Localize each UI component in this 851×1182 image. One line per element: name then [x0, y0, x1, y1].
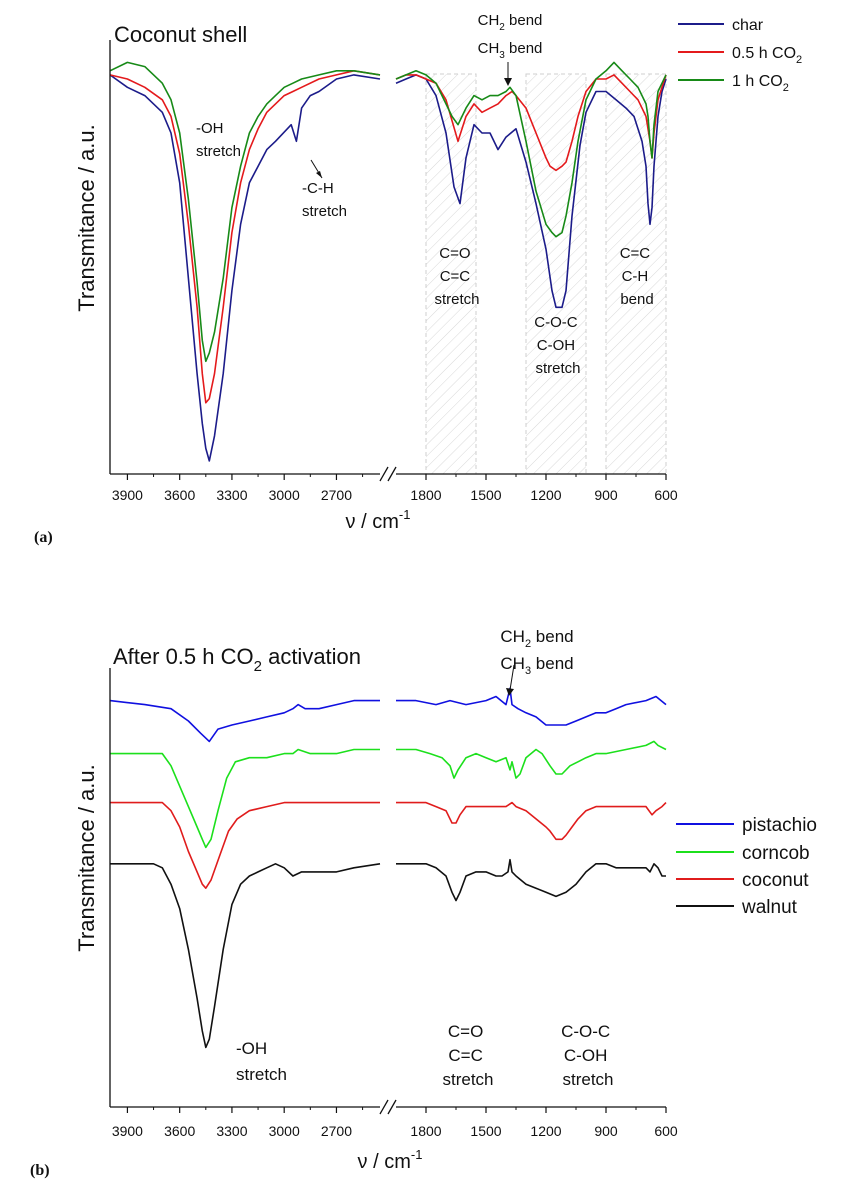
x-tick-label-900: 900 — [594, 487, 618, 503]
panel-b-legend: pistachio corncob coconut walnut — [676, 815, 817, 918]
panel-b-axis-break-1 — [379, 1099, 389, 1115]
series-line-pistachio-right — [396, 687, 667, 726]
annot-a-cc: C=C C-H bend — [620, 245, 655, 308]
annot-a-coc: C-O-C C-OH stretch — [534, 314, 582, 377]
panel-a-y-label: Transmitance / a.u. — [74, 124, 99, 311]
series-line-char-right — [395, 74, 667, 309]
panel-b-axes — [109, 668, 666, 1115]
panel-b-series — [109, 687, 667, 1049]
annot-a-oh: -OH stretch — [196, 120, 241, 160]
panel-a-x-label: ν / cm-1 — [346, 507, 411, 533]
legend-item-walnut: walnut — [676, 897, 798, 918]
annot-b-coc: C-O-C C-OH stretch — [561, 1022, 615, 1089]
annot-b-bend-arrow — [509, 664, 515, 691]
legend-item-pistachio: pistachio — [676, 815, 817, 836]
panel-a-annotations: -OH stretch -C-H stretch C=O C=C stretch… — [196, 12, 654, 377]
series-line-char-left — [109, 74, 381, 462]
annot-a-co: C=O C=C stretch — [434, 245, 479, 308]
panel-b: 3900 3600 3300 3000 2700 1800 1500 1200 900 600 A… — [30, 627, 817, 1179]
x-tick-label-3000: 3000 — [269, 487, 300, 503]
legend-label-1h: 1 h CO2 — [732, 73, 789, 94]
annot-a-ch: -C-H stretch — [302, 180, 347, 220]
series-line-0-5-h-co-left — [109, 70, 381, 404]
annot-b-oh: -OH stretch — [236, 1039, 287, 1084]
panel-a-series — [109, 61, 667, 462]
series-line-coconut-right — [396, 801, 667, 841]
panel-b-axis-break-2 — [387, 1099, 397, 1115]
x-tick-label-3300: 3300 — [216, 1123, 247, 1139]
x-tick-label-3900: 3900 — [112, 1123, 143, 1139]
annot-a-ch3-bend: CH3 bend — [478, 40, 543, 61]
legend-item-char: char — [678, 17, 764, 34]
annot-a-ch2-bend: CH2 bend — [478, 12, 543, 33]
x-tick-label-1500: 1500 — [470, 1123, 501, 1139]
legend-label-pistachio: pistachio — [742, 815, 817, 836]
x-tick-label-1500: 1500 — [470, 487, 501, 503]
legend-item-0-5h: 0.5 h CO2 — [678, 45, 802, 66]
legend-label-0-5h: 0.5 h CO2 — [732, 45, 802, 66]
panel-a: 3900 3600 3300 3000 2700 1800 1500 1200 900 600 C… — [34, 12, 802, 546]
annot-b-ch2-bend: CH2 bend — [500, 627, 573, 650]
series-line-1-h-co-left — [109, 61, 381, 363]
panel-a-legend: char 0.5 h CO2 1 h CO2 — [678, 17, 802, 94]
panel-a-axis-break-1 — [379, 466, 389, 482]
annot-b-ch3-bend: CH3 bend — [500, 654, 573, 677]
panel-b-title: After 0.5 h CO2 activation — [113, 644, 361, 675]
x-tick-label-2700: 2700 — [321, 1123, 352, 1139]
x-tick-label-1800: 1800 — [410, 487, 441, 503]
panel-a-ticks: 3900 3600 3300 3000 2700 1800 1500 1200 900 600 — [112, 474, 678, 503]
annot-a-bend-arrowhead — [504, 78, 512, 86]
x-tick-label-3600: 3600 — [164, 487, 195, 503]
x-tick-label-3600: 3600 — [164, 1123, 195, 1139]
x-tick-label-900: 900 — [594, 1123, 618, 1139]
panel-a-axis-break-2 — [387, 466, 397, 482]
legend-item-coconut: coconut — [676, 870, 809, 891]
x-tick-label-3900: 3900 — [112, 487, 143, 503]
annot-a-ch-arrowhead — [316, 171, 322, 178]
x-tick-label-600: 600 — [654, 1123, 678, 1139]
x-tick-label-3000: 3000 — [269, 1123, 300, 1139]
x-tick-label-1200: 1200 — [530, 1123, 561, 1139]
legend-item-corncob: corncob — [676, 843, 810, 864]
series-line-walnut-left — [110, 863, 381, 1049]
x-tick-label-600: 600 — [654, 487, 678, 503]
annot-b-co: C=O C=C stretch — [442, 1022, 493, 1089]
panel-a-axes — [109, 40, 666, 482]
legend-label-corncob: corncob — [742, 843, 810, 864]
shaded-region-1 — [525, 73, 587, 475]
panel-b-letter: (b) — [30, 1162, 50, 1179]
series-line-coconut-left — [110, 801, 380, 889]
legend-label-walnut: walnut — [741, 897, 798, 918]
x-tick-label-2700: 2700 — [321, 487, 352, 503]
x-tick-label-1800: 1800 — [410, 1123, 441, 1139]
annot-b-bend-arrowhead — [506, 688, 514, 696]
legend-label-coconut: coconut — [742, 870, 809, 891]
series-line-corncob-right — [396, 740, 667, 779]
series-line-corncob-left — [110, 748, 380, 849]
panel-a-title: Coconut shell — [114, 22, 247, 47]
shaded-region-0 — [425, 73, 477, 475]
legend-label-char: char — [732, 17, 764, 34]
legend-item-1h: 1 h CO2 — [678, 73, 789, 94]
x-tick-label-1200: 1200 — [530, 487, 561, 503]
series-line-0-5-h-co-right — [395, 74, 667, 172]
panel-b-annotations: -OH stretch C=O C=C stretch C-O-C C-OH s… — [236, 627, 615, 1089]
panel-b-ticks: 3900 3600 3300 3000 2700 1800 1500 1200 900 600 — [112, 1107, 678, 1139]
series-line-walnut-right — [396, 858, 666, 902]
series-line-1-h-co-right — [395, 61, 667, 238]
x-tick-label-3300: 3300 — [216, 487, 247, 503]
panel-a-letter: (a) — [34, 529, 53, 546]
panel-b-x-label: ν / cm-1 — [358, 1147, 423, 1173]
series-line-pistachio-left — [109, 699, 380, 743]
panel-b-y-label: Transmitance / a.u. — [74, 764, 99, 951]
